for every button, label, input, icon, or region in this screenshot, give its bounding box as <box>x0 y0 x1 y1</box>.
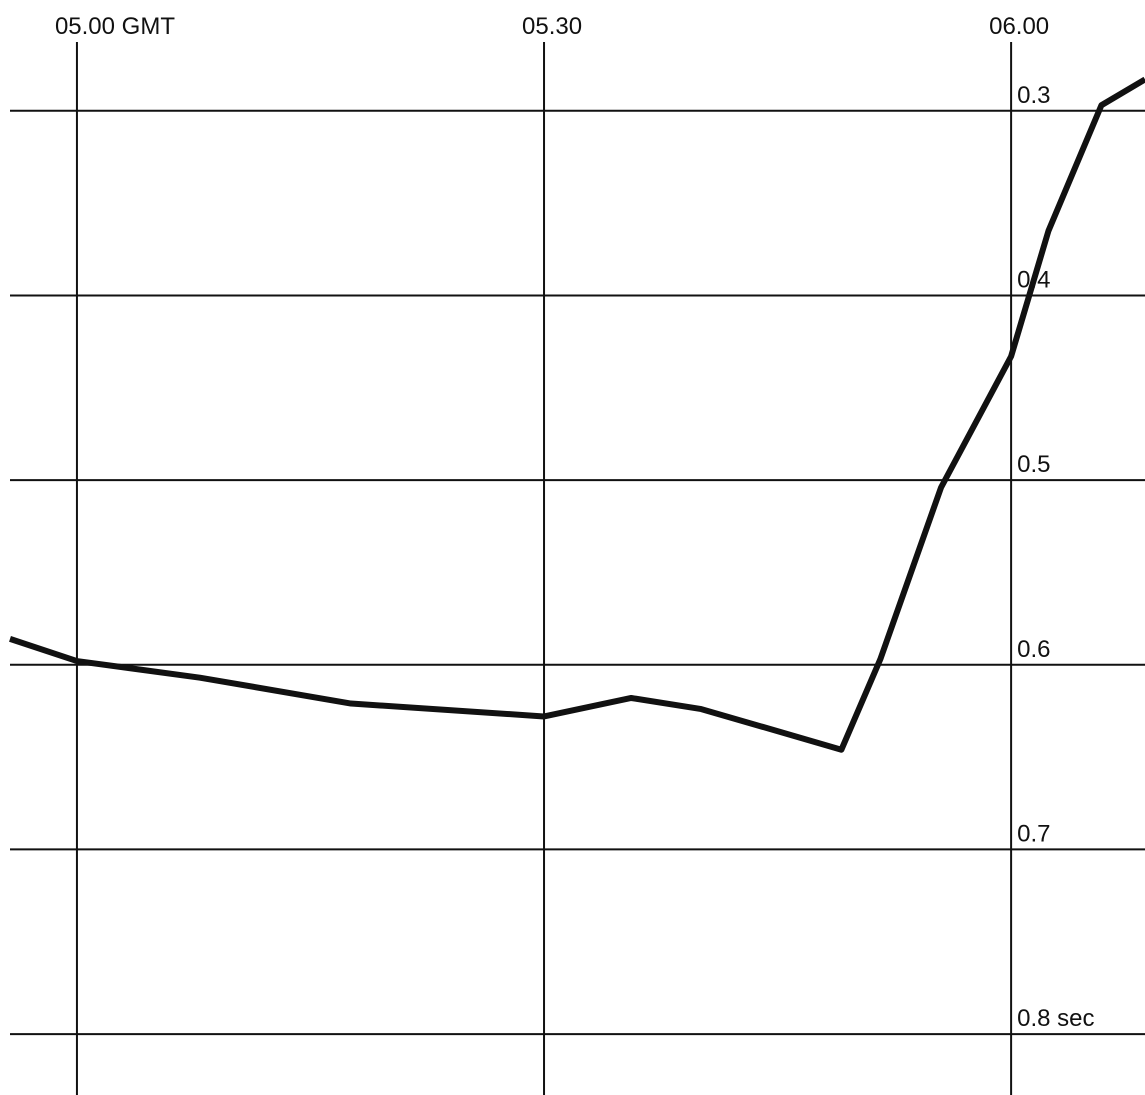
y-tick-label: 0.6 <box>1017 636 1050 663</box>
x-tick-label: 05.30 <box>522 13 582 40</box>
y-tick-label: 0.5 <box>1017 451 1050 478</box>
chart: 0.30.40.50.60.70.8 sec05.00 GMT05.3006.0… <box>0 0 1145 1095</box>
x-tick-label: 06.00 <box>989 13 1049 40</box>
seabed-trace <box>10 79 1145 749</box>
y-tick-label: 0.7 <box>1017 820 1050 847</box>
x-tick-label: 05.00 GMT <box>55 13 175 40</box>
y-tick-label: 0.8 sec <box>1017 1005 1094 1032</box>
y-tick-label: 0.3 <box>1017 82 1050 109</box>
